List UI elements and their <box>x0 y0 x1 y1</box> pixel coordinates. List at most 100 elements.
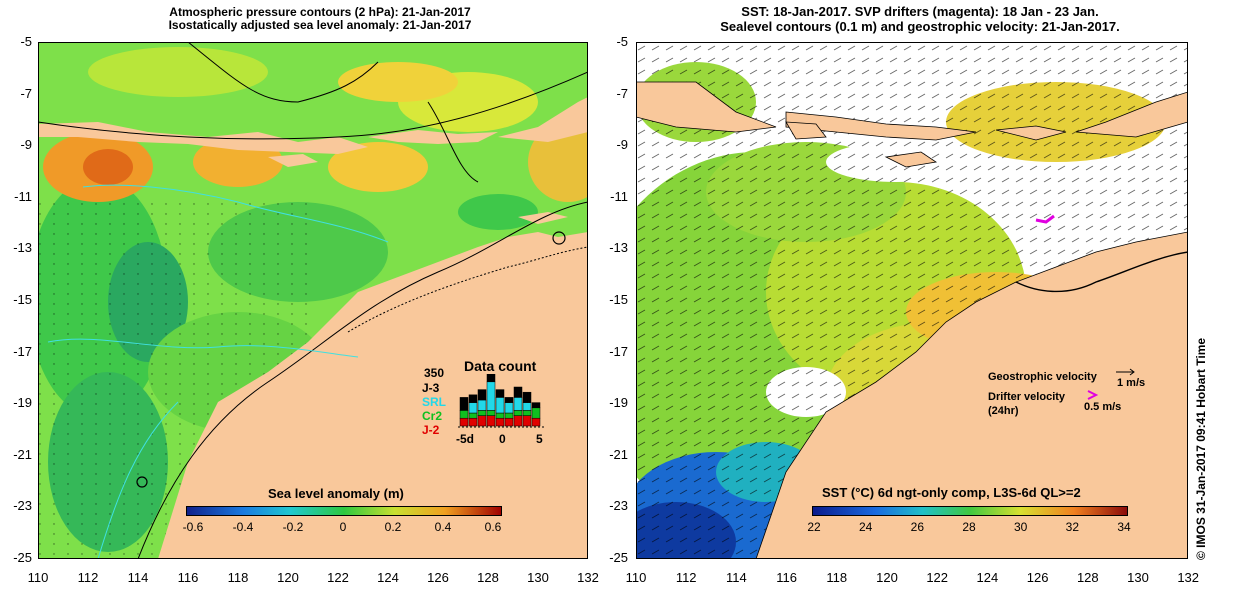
data-count-bar-cr2 <box>513 410 523 416</box>
colorbar-tick-label: 34 <box>1117 520 1131 534</box>
data-count-bar-j3 <box>513 386 523 398</box>
data-count-bar-cr2 <box>459 410 469 419</box>
data-count-bar-j2 <box>459 417 469 427</box>
x-tick-label: 122 <box>926 570 949 585</box>
y-tick-label: -7 <box>20 85 32 101</box>
colorbar-tick-label: 0.6 <box>484 520 502 534</box>
colorbar-tick-label: 28 <box>962 520 976 534</box>
y-tick-label: -5 <box>20 34 32 49</box>
x-tick-label: 118 <box>227 570 249 585</box>
right-title-line1: SST: 18-Jan-2017. SVP drifters (magenta)… <box>741 4 1099 19</box>
data-count-bar-j3 <box>459 397 469 411</box>
colorbar-tick-label: 0.4 <box>434 520 452 534</box>
x-tick-label: 120 <box>277 570 299 585</box>
data-count-max: 350 <box>424 366 445 380</box>
land-mass <box>636 81 1188 559</box>
data-count-bar-j3 <box>504 397 514 403</box>
left-panel-title: Atmospheric pressure contours (2 hPa): 2… <box>100 6 540 32</box>
drifter-label-line2: (24hr) <box>988 405 1019 417</box>
y-tick-label: -21 <box>609 446 628 462</box>
data-count-bar-j2 <box>513 415 523 427</box>
x-tick-label: 114 <box>726 570 747 585</box>
data-count-bar-cr2 <box>531 407 541 419</box>
data-count-bar-srl <box>504 402 514 414</box>
y-tick-label: -5 <box>616 34 628 49</box>
geostrophic-scale: 1 m/s <box>1117 377 1146 389</box>
x-tick-label: 116 <box>776 570 797 585</box>
data-count-bar-j3 <box>522 391 532 403</box>
colorbar-tick-label: 32 <box>1065 520 1079 534</box>
copyright-notice: © IMOS 31-Jan-2017 09:41 Hobart Time <box>1194 337 1208 560</box>
data-count-bar-cr2 <box>495 412 505 419</box>
y-tick-label: -15 <box>13 292 32 307</box>
sst-colorbar-title: SST (°C) 6d ngt-only comp, L3S-6d QL>=2 <box>822 485 1081 500</box>
sea-level-anomaly-map <box>38 42 588 559</box>
y-tick-label: -15 <box>609 292 628 307</box>
data-count-bar-cr2 <box>477 410 487 416</box>
right-panel-title: SST: 18-Jan-2017. SVP drifters (magenta)… <box>640 4 1200 34</box>
drifter-scale: 0.5 m/s <box>1084 401 1122 413</box>
x-tick-label: 116 <box>177 570 199 585</box>
data-count-x-label: -5d <box>456 432 474 446</box>
x-tick-label: 114 <box>127 570 149 585</box>
data-count-bar-j3 <box>531 402 541 409</box>
data-count-bar-j3 <box>486 374 496 383</box>
x-tick-label: 128 <box>477 570 499 585</box>
x-tick-label: 118 <box>826 570 848 585</box>
data-count-bar-cr2 <box>468 412 478 419</box>
x-tick-label: 128 <box>1076 570 1099 585</box>
data-count-bar-j2 <box>477 415 487 427</box>
y-tick-label: -19 <box>609 395 628 411</box>
geostrophic-velocity-label: Geostrophic velocity <box>988 371 1097 383</box>
x-tick-label: 110 <box>625 570 647 585</box>
data-count-bar-cr2 <box>486 410 496 416</box>
mission-label: J-2 <box>422 423 440 437</box>
drifter-arrow-icon <box>1087 390 1099 400</box>
data-count-bar-j2 <box>504 417 514 427</box>
left-title-line2: Isostatically adjusted sea level anomaly… <box>168 18 472 32</box>
drifter-label-line1: Drifter velocity <box>988 391 1066 403</box>
sst-colorbar <box>812 506 1128 516</box>
data-count-bar-j2 <box>522 415 532 427</box>
x-tick-label: 126 <box>427 570 449 585</box>
mission-label: SRL <box>422 395 446 409</box>
data-count-bar-j2 <box>468 417 478 427</box>
y-tick-label: -9 <box>20 137 32 153</box>
x-tick-label: 120 <box>876 570 898 585</box>
data-count-bar-j3 <box>477 389 487 401</box>
y-tick-label: -25 <box>609 550 628 565</box>
data-count-bar-j2 <box>531 417 541 427</box>
x-tick-label: 130 <box>1127 570 1149 585</box>
pressure-contours <box>38 42 588 559</box>
data-count-bar-j2 <box>495 417 505 427</box>
colorbar-tick-label: 22 <box>807 520 821 534</box>
y-tick-label: -13 <box>609 240 628 256</box>
data-count-bar-j3 <box>468 394 478 403</box>
colorbar-tick-label: -0.2 <box>282 520 304 534</box>
y-tick-label: -17 <box>13 343 32 359</box>
geostrophic-arrow-icon <box>1116 368 1135 376</box>
y-tick-label: -11 <box>14 188 32 204</box>
x-tick-label: 124 <box>377 570 399 585</box>
drifter-track <box>1035 214 1055 224</box>
data-count-x-label: 0 <box>499 432 506 446</box>
y-tick-label: -11 <box>610 188 628 204</box>
y-tick-label: -13 <box>13 240 32 256</box>
data-count-bar-srl <box>495 397 505 414</box>
sla-colorbar-title: Sea level anomaly (m) <box>268 486 404 501</box>
data-count-title: Data count <box>464 358 537 374</box>
mission-label: Cr2 <box>422 409 443 423</box>
sla-colorbar <box>186 506 502 516</box>
data-count-bar-srl <box>522 402 532 411</box>
y-tick-label: -7 <box>616 85 628 101</box>
y-tick-label: -23 <box>13 498 32 514</box>
data-count-bars <box>458 374 546 428</box>
y-tick-label: -25 <box>13 550 32 565</box>
x-tick-label: 130 <box>527 570 549 585</box>
data-count-bar-j3 <box>495 389 505 398</box>
y-tick-label: -19 <box>13 395 32 411</box>
data-count-bar-j2 <box>486 415 496 427</box>
y-tick-label: -21 <box>13 446 32 462</box>
drifter-tracks <box>47 184 389 559</box>
colorbar-tick-label: 30 <box>1013 520 1028 534</box>
